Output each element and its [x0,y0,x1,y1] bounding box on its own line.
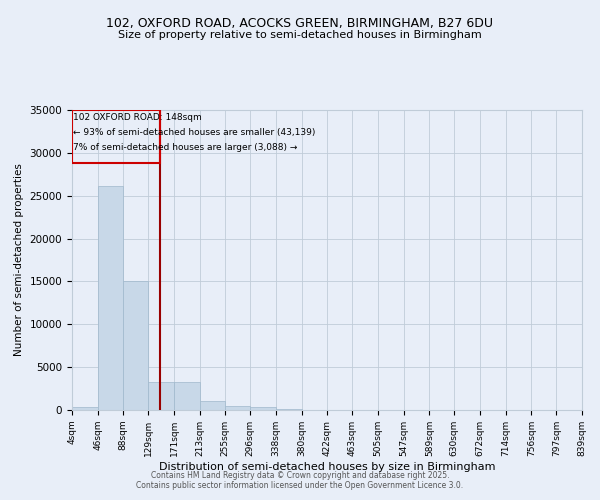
Bar [72,406,98,410]
Bar [98,186,124,410]
Bar [124,280,148,410]
Bar [250,408,276,410]
Bar [72,110,160,162]
Text: Contains public sector information licensed under the Open Government Licence 3.: Contains public sector information licen… [136,481,464,490]
Bar [276,409,302,410]
Text: 102 OXFORD ROAD: 148sqm: 102 OXFORD ROAD: 148sqm [73,113,202,122]
Bar [226,406,250,410]
Text: Size of property relative to semi-detached houses in Birmingham: Size of property relative to semi-detach… [118,30,482,40]
Text: 102, OXFORD ROAD, ACOCKS GREEN, BIRMINGHAM, B27 6DU: 102, OXFORD ROAD, ACOCKS GREEN, BIRMINGH… [107,18,493,30]
Y-axis label: Number of semi-detached properties: Number of semi-detached properties [14,164,24,356]
Text: Contains HM Land Registry data © Crown copyright and database right 2025.: Contains HM Land Registry data © Crown c… [151,471,449,480]
Bar [148,382,174,410]
X-axis label: Distribution of semi-detached houses by size in Birmingham: Distribution of semi-detached houses by … [159,462,495,471]
Text: ← 93% of semi-detached houses are smaller (43,139): ← 93% of semi-detached houses are smalle… [73,128,316,137]
Text: 7% of semi-detached houses are larger (3,088) →: 7% of semi-detached houses are larger (3… [73,143,298,152]
Bar [174,382,200,410]
Bar [200,402,226,410]
